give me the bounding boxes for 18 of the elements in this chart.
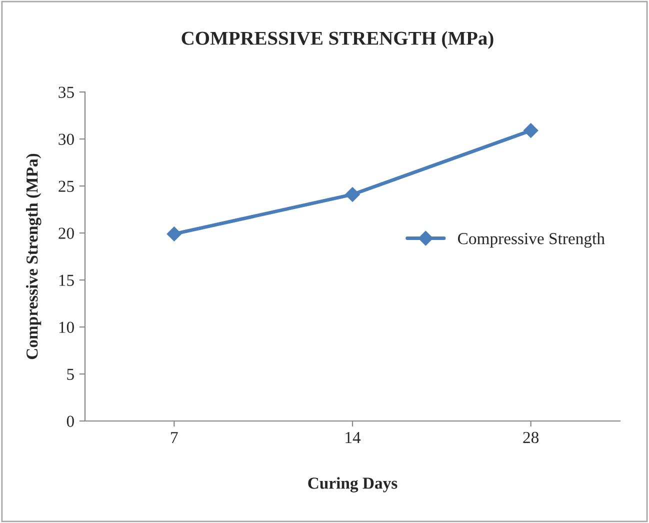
point xyxy=(345,187,360,202)
y-tick-label: 25 xyxy=(58,180,74,192)
point xyxy=(166,226,182,242)
y-tick-label: 30 xyxy=(58,134,74,145)
x-tick-label: 7 xyxy=(171,432,178,443)
legend-label: Compressive Strength xyxy=(458,232,605,248)
y-tick-label: 20 xyxy=(58,228,74,239)
point xyxy=(523,123,538,138)
y-tick-label: 5 xyxy=(67,368,74,380)
y-tick-label: 10 xyxy=(59,322,74,333)
y-tick-label: 0 xyxy=(66,416,74,427)
chart-title: COMPRESSIVE STRENGTH (MPa) xyxy=(182,31,494,49)
x-tick-label: 14 xyxy=(346,432,361,443)
y-axis-title: Compressive Strength (MPa) xyxy=(26,154,42,360)
x-tick-label: 28 xyxy=(523,432,539,444)
y-tick-label: 15 xyxy=(59,274,74,286)
y-tick-label: 35 xyxy=(58,86,74,98)
x-axis-title: Curing Days xyxy=(308,477,398,492)
